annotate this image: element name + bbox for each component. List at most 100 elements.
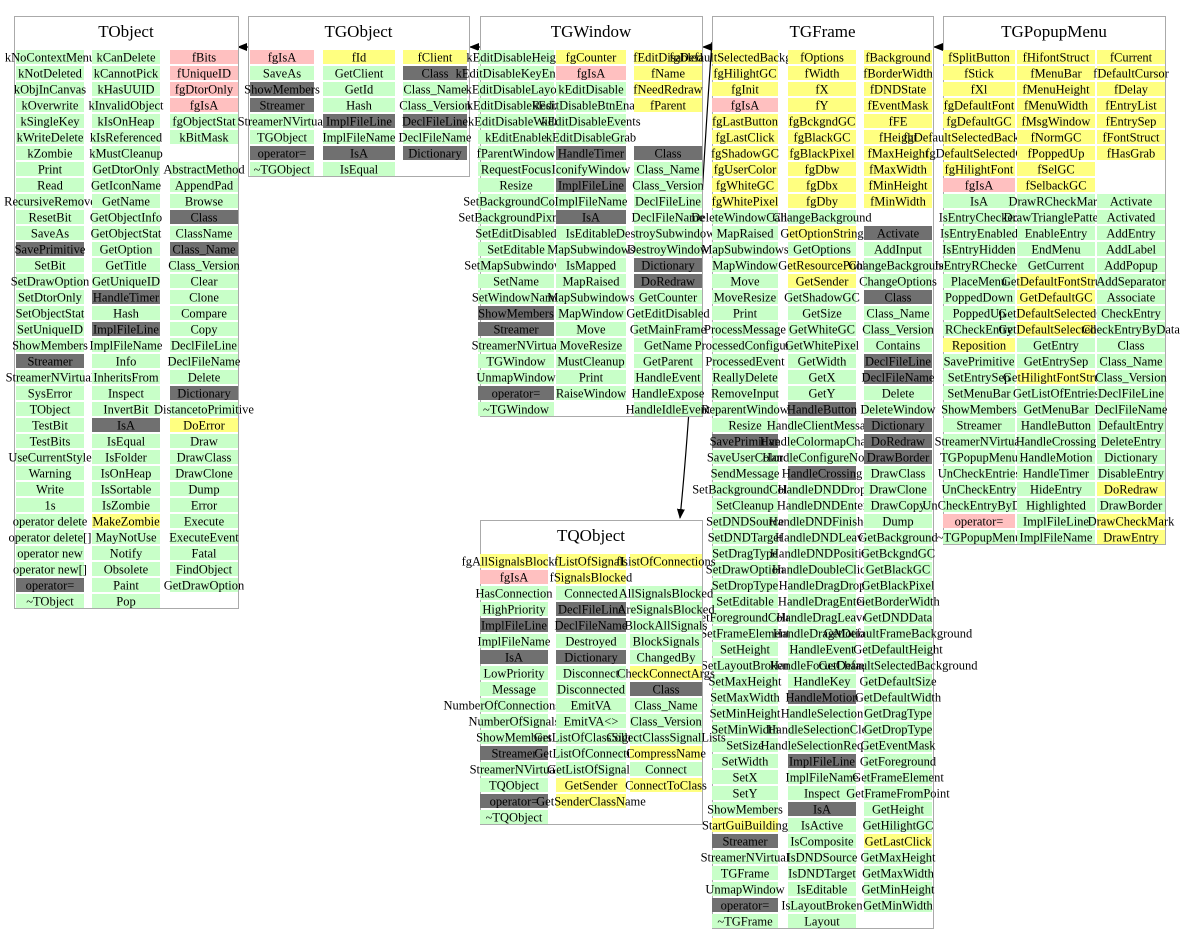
member-label: kEditDisableLayout xyxy=(466,83,567,97)
member-cell-m xyxy=(788,882,856,896)
member-label: GetIconName xyxy=(91,179,162,193)
member-label: HandleDoubleClick xyxy=(772,563,873,577)
member-cell-o xyxy=(943,98,1015,112)
member-cell-m xyxy=(478,130,554,144)
member-label: ShowMembers xyxy=(707,803,783,817)
member-label: SetBit xyxy=(34,259,66,273)
member-label: DeclFileName xyxy=(168,355,241,369)
member-label: Class xyxy=(190,211,217,225)
member-cell-m xyxy=(864,306,932,320)
member-label: fMenuBar xyxy=(1030,67,1082,81)
member-label: HandleDNDDrop xyxy=(778,483,867,497)
member-label: ShowMembers xyxy=(244,83,320,97)
member-label: ~TQObject xyxy=(486,811,543,825)
member-label: AddInput xyxy=(874,243,922,257)
member-label: HandleKey xyxy=(794,675,852,689)
member-cell-m xyxy=(480,634,548,648)
member-label: fgDefaultSelectedGC xyxy=(925,147,1033,161)
member-label: ShowMembers xyxy=(476,731,552,745)
member-label: fDelay xyxy=(1114,83,1149,97)
member-cell-m xyxy=(788,898,856,912)
member-cell-m xyxy=(1017,514,1095,528)
member-cell-m xyxy=(788,354,856,368)
member-label: Associate xyxy=(1107,291,1156,305)
member-cell-m xyxy=(16,466,84,480)
member-label: IsLayoutBroken xyxy=(781,899,863,913)
member-label: RaiseWindow xyxy=(556,387,626,401)
member-cell-m xyxy=(1097,418,1165,432)
member-cell-m xyxy=(712,850,778,864)
member-cell-m xyxy=(323,162,395,176)
member-cell-m xyxy=(712,482,778,496)
member-cell-m xyxy=(1017,434,1095,448)
member-cell-o xyxy=(712,66,778,80)
member-label: fListOfSignals xyxy=(554,555,628,569)
member-cell-i xyxy=(556,210,626,224)
member-cell-o xyxy=(1017,114,1095,128)
member-cell-m xyxy=(864,738,932,752)
member-label: SetCleanup xyxy=(716,499,774,513)
member-cell-d xyxy=(170,82,238,96)
member-label: DeleteWindowCalled xyxy=(691,211,800,225)
member-cell-m xyxy=(556,322,626,336)
member-label: fgShadowGC xyxy=(711,147,779,161)
member-label: kNoContextMenu xyxy=(5,51,96,65)
member-cell-i xyxy=(864,370,932,384)
member-label: GetObjectInfo xyxy=(90,211,162,225)
member-label: fgIsA xyxy=(577,67,605,81)
member-label: GetOptionString xyxy=(780,227,864,241)
member-label: HandleTimer xyxy=(558,147,625,161)
member-label: Inspect xyxy=(108,387,145,401)
member-label: Class_Version xyxy=(399,99,471,113)
member-cell-m xyxy=(92,402,160,416)
member-cell-m xyxy=(480,698,548,712)
member-cell-o xyxy=(864,178,932,192)
member-cell-m xyxy=(712,754,778,768)
member-cell-i xyxy=(712,834,778,848)
member-cell-m xyxy=(864,850,932,864)
member-label: fgIsA xyxy=(500,571,528,585)
member-cell-m xyxy=(92,130,160,144)
member-label: ProcessedConfigure xyxy=(695,339,796,353)
member-cell-m xyxy=(478,274,554,288)
member-cell-m xyxy=(788,482,856,496)
member-label: IsZombie xyxy=(102,499,150,513)
member-cell-m xyxy=(712,802,778,816)
member-label: GetCurrent xyxy=(1028,259,1085,273)
member-label: SetDropType xyxy=(712,579,779,593)
member-label: HideEntry xyxy=(1030,483,1083,497)
member-cell-m xyxy=(712,210,778,224)
member-label: GetSender xyxy=(565,779,619,793)
member-cell-o xyxy=(1097,130,1165,144)
member-cell-m xyxy=(1097,354,1165,368)
member-cell-i xyxy=(864,290,932,304)
member-cell-o xyxy=(943,114,1015,128)
member-label: IsMapped xyxy=(566,259,617,273)
member-label: kCanDelete xyxy=(96,51,155,65)
member-cell-m xyxy=(170,482,238,496)
member-cell-m xyxy=(788,210,856,224)
member-cell-m xyxy=(1097,210,1165,224)
member-label: Dictionary xyxy=(871,419,925,433)
member-cell-m xyxy=(712,242,778,256)
member-cell-o xyxy=(712,130,778,144)
member-label: GetBlackPixel xyxy=(862,579,935,593)
member-cell-m xyxy=(170,370,238,384)
class-title: TQObject xyxy=(557,526,625,545)
member-label: fgDbw xyxy=(805,163,840,177)
member-cell-m xyxy=(556,258,626,272)
member-label: IsSortable xyxy=(101,483,152,497)
member-cell-m xyxy=(864,386,932,400)
member-cell-m xyxy=(556,730,626,744)
member-cell-o xyxy=(864,162,932,176)
member-cell-i xyxy=(480,650,548,664)
member-cell-m xyxy=(788,370,856,384)
member-label: GetWhiteGC xyxy=(789,323,855,337)
member-label: GetDefaultGC xyxy=(1020,291,1093,305)
member-label: GetName xyxy=(644,339,692,353)
member-cell-i xyxy=(788,402,856,416)
member-cell-o xyxy=(712,178,778,192)
member-cell-i xyxy=(403,66,467,80)
member-label: DoRedraw xyxy=(871,435,925,449)
member-cell-m xyxy=(788,722,856,736)
